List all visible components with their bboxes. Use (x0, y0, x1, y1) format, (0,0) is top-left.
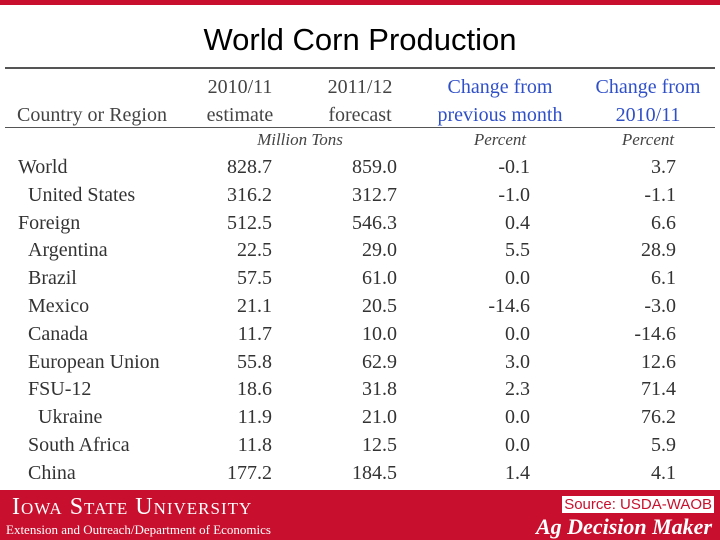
cell-value: 828.7 (227, 156, 272, 178)
cell-value: 0.0 (505, 406, 530, 429)
column-header: Country or Region (17, 104, 167, 126)
cell-value: 12.5 (362, 434, 397, 456)
cell-value: -0.1 (498, 156, 530, 178)
cell-value: -1.1 (644, 183, 676, 206)
cell-value: 6.6 (651, 211, 676, 234)
cell-value: 512.5 (227, 211, 272, 234)
cell-value: 62.9 (362, 350, 397, 373)
cell-value: 55.8 (237, 350, 272, 373)
row-label: Brazil (28, 267, 77, 290)
cell-value: 18.6 (237, 378, 272, 401)
row-label: Mexico (28, 295, 90, 317)
cell-value: 31.8 (362, 378, 397, 401)
column-header: Change from (595, 76, 701, 98)
cell-value: 71.4 (641, 378, 676, 401)
row-label: European Union (28, 350, 160, 373)
rule (5, 127, 715, 128)
cell-value: 0.0 (505, 267, 530, 290)
cell-value: 0.0 (505, 434, 530, 456)
cell-value: 12.6 (641, 350, 676, 373)
column-header: 2011/12 (327, 76, 393, 98)
row-label: United States (28, 183, 136, 206)
cell-value: 312.7 (352, 183, 397, 206)
top-bar (0, 0, 720, 5)
column-header: forecast (328, 104, 392, 126)
cell-value: -1.0 (498, 183, 530, 206)
row-label: FSU-12 (28, 378, 92, 401)
cell-value: 5.9 (651, 434, 676, 456)
cell-value: 20.5 (362, 295, 397, 317)
cell-value: 316.2 (227, 183, 272, 206)
cell-value: 184.5 (352, 461, 397, 484)
cell-value: 0.4 (505, 211, 530, 234)
cell-value: 21.0 (362, 406, 397, 429)
cell-value: 21.1 (237, 295, 272, 317)
row-label: South Africa (28, 434, 130, 456)
cell-value: 22.5 (237, 239, 272, 262)
cell-value: 5.5 (505, 239, 530, 262)
column-header: estimate (206, 104, 274, 126)
cell-value: 1.4 (505, 461, 530, 484)
row-label: Ukraine (38, 406, 103, 429)
cell-value: -14.6 (488, 295, 530, 317)
column-header: 2010/11 (615, 104, 681, 126)
cell-value: 11.7 (237, 322, 272, 345)
cell-value: 11.8 (237, 434, 272, 456)
title: World Corn Production (203, 22, 517, 57)
rule (5, 67, 715, 69)
row-label: Foreign (18, 211, 81, 234)
cell-value: 11.9 (237, 406, 272, 429)
row-label: Canada (28, 322, 88, 345)
cell-value: 28.9 (641, 239, 676, 262)
footer: Iowa State University Extension and Outr… (0, 490, 720, 540)
cell-value: 57.5 (237, 267, 272, 290)
university: Iowa State University (12, 494, 253, 520)
brand: Ag Decision Maker (536, 514, 712, 539)
department: Extension and Outreach/Department of Eco… (6, 522, 271, 537)
cell-value: 4.1 (651, 461, 676, 484)
cell-value: 6.1 (651, 267, 676, 290)
column-header: previous month (437, 104, 563, 126)
cell-value: 859.0 (352, 156, 397, 178)
cell-value: -3.0 (644, 295, 676, 317)
cell-value: 0.0 (505, 322, 530, 345)
source: Source: USDA-WAOB (562, 496, 714, 513)
cell-value: 3.0 (505, 350, 530, 373)
row-label: Argentina (28, 239, 108, 262)
cell-value: 177.2 (227, 461, 272, 484)
cell-value: 546.3 (352, 211, 397, 234)
cell-value: 2.3 (505, 378, 530, 401)
column-header: Change from (447, 76, 553, 98)
row-label: World (18, 156, 68, 178)
unit-label: Million Tons (257, 130, 343, 149)
cell-value: -14.6 (634, 322, 676, 345)
unit-label: Percent (621, 130, 675, 149)
column-header: 2010/11 (207, 76, 273, 98)
unit-label: Percent (473, 130, 527, 149)
cell-value: 3.7 (651, 156, 676, 178)
cell-value: 10.0 (362, 322, 397, 345)
cell-value: 76.2 (641, 406, 676, 429)
row-label: China (28, 461, 76, 484)
cell-value: 61.0 (362, 267, 397, 290)
cell-value: 29.0 (362, 239, 397, 262)
